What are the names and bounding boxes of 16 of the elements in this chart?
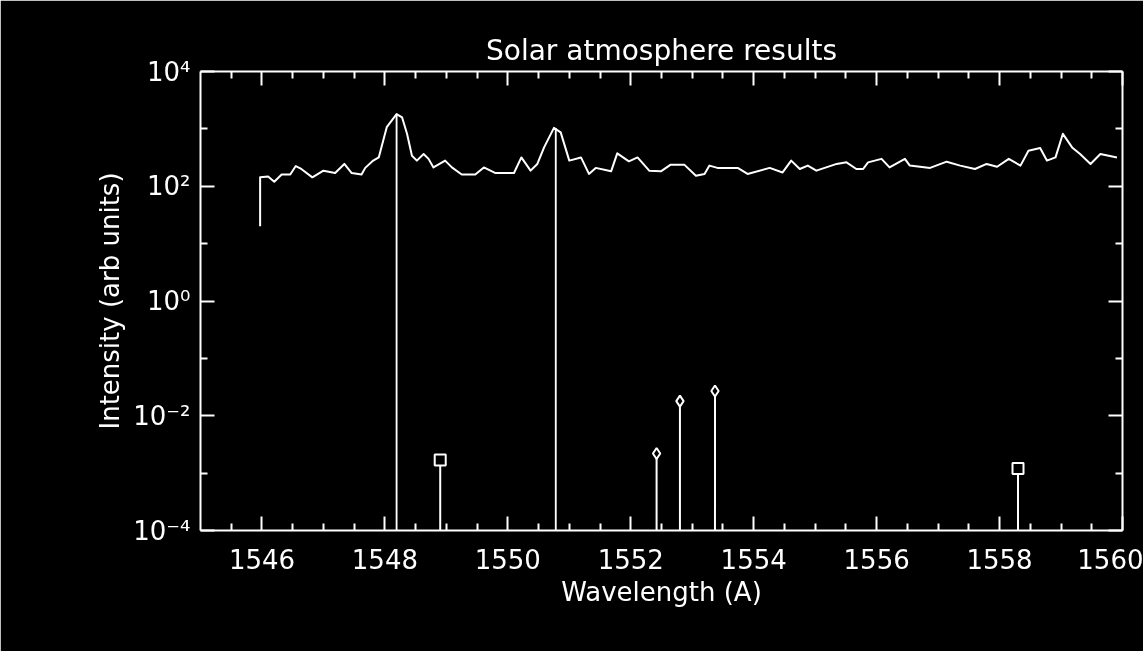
x-tick-label: 1548 [351,544,418,575]
y-tick-label: 10⁻⁴ [133,515,191,546]
x-tick-label: 1558 [966,544,1033,575]
x-tick-label: 1556 [843,544,910,575]
y-axis-title: Intensity (arb units) [95,172,126,430]
x-tick-label: 1560 [1077,544,1143,575]
x-tick-label: 1552 [597,544,664,575]
y-tick-label: 10² [146,171,191,202]
x-tick-label: 1554 [720,544,787,575]
chart-title: Solar atmosphere results [486,33,837,67]
x-tick-label: 1550 [474,544,541,575]
x-axis-title: Wavelength (A) [561,576,762,607]
y-tick-label: 10⁻² [133,400,191,431]
y-tick-label: 10⁴ [146,56,191,87]
y-tick-label: 10⁰ [146,286,191,316]
x-tick-label: 1546 [228,544,296,575]
